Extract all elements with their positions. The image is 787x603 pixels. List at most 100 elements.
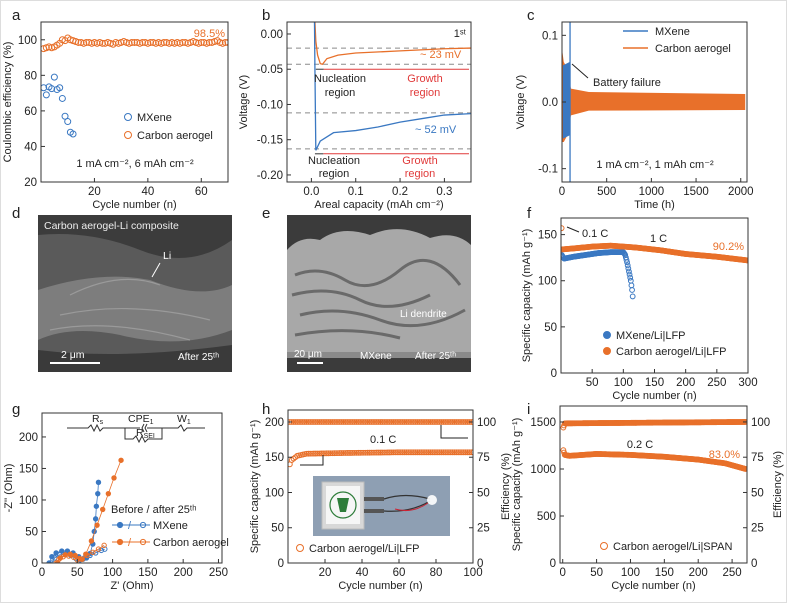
data-point — [370, 449, 377, 456]
data-point — [399, 449, 406, 456]
data-point — [316, 450, 323, 457]
data-point — [327, 419, 334, 425]
data-point — [56, 556, 62, 562]
y-right-tick-label: 100 — [477, 417, 496, 429]
data-point — [327, 450, 334, 457]
data-point — [383, 449, 389, 456]
data-point — [66, 553, 72, 559]
data-point — [362, 419, 369, 425]
annotation: 1ˢᵗ — [454, 28, 467, 40]
data-point — [392, 419, 399, 425]
axes-frame — [286, 21, 472, 183]
data-point — [102, 546, 108, 552]
data-point — [325, 419, 332, 425]
data-point — [362, 449, 369, 456]
data-point — [628, 282, 635, 289]
data-point — [366, 419, 373, 425]
x-axis-label: Cycle number (n) — [92, 199, 176, 211]
y-tick-label: -0.15 — [257, 135, 283, 147]
data-point — [447, 419, 454, 425]
y-axis-label: Specific capacity (mAh g⁻¹) — [521, 229, 533, 363]
data-point — [349, 419, 356, 425]
data-point — [360, 449, 367, 456]
data-point — [366, 449, 373, 456]
data-point — [305, 419, 312, 425]
data-point — [364, 449, 371, 456]
data-point — [401, 449, 408, 456]
data-point — [470, 449, 473, 456]
data-point — [626, 268, 632, 275]
y-right-tick-label: 100 — [751, 417, 770, 429]
circuit-labels: Rs CPE1 W1 RSEI — [92, 413, 191, 440]
panel-letter-a: a — [12, 7, 21, 24]
data-point — [372, 449, 378, 456]
data-point — [353, 449, 360, 456]
axes-frame — [287, 409, 474, 564]
y-tick-label: -0.10 — [257, 99, 283, 111]
data-point — [459, 449, 465, 456]
data-point — [309, 419, 315, 425]
data-point — [82, 38, 90, 46]
data-point — [88, 538, 95, 544]
data-point — [48, 85, 56, 93]
data-point — [311, 450, 317, 457]
data-point — [449, 419, 456, 425]
data-point — [60, 553, 66, 560]
x-tick-label: 100 — [103, 567, 122, 579]
data-point — [322, 419, 328, 425]
data-point — [416, 419, 423, 425]
x-tick-label: 50 — [71, 567, 84, 579]
data-point — [360, 419, 367, 425]
y-right-tick-label: 50 — [751, 487, 764, 499]
failure-arrow — [571, 63, 589, 79]
annotation: 1 C — [650, 233, 667, 245]
data-point — [434, 449, 441, 456]
data-point — [307, 450, 314, 457]
data-point — [407, 419, 414, 425]
data-point — [414, 419, 421, 425]
data-point — [444, 449, 451, 456]
plot-area-f — [561, 225, 748, 300]
data-point — [58, 94, 66, 102]
data-point — [84, 552, 90, 559]
panel-letter-b: b — [262, 7, 270, 24]
sem-d-title: Carbon aerogel-Li composite — [44, 220, 179, 232]
data-point — [342, 419, 349, 425]
data-point — [624, 262, 631, 269]
plot-area-g — [46, 457, 124, 563]
data-point — [457, 449, 463, 456]
data-point — [322, 450, 328, 457]
data-point — [346, 450, 352, 456]
data-point — [410, 419, 417, 425]
x-tick-label: 40 — [141, 186, 154, 198]
data-point — [100, 506, 106, 513]
data-point — [312, 419, 319, 425]
legend-label: MXene/Li|LFP — [616, 330, 686, 342]
data-point — [372, 419, 378, 425]
data-point — [224, 38, 228, 46]
data-point — [423, 419, 430, 425]
data-point — [111, 475, 117, 481]
data-point — [95, 479, 102, 486]
data-point — [56, 84, 64, 92]
data-point — [296, 419, 303, 425]
y-axis-right-label: Efficiency (%) — [772, 451, 784, 518]
y-right-tick-label: 0 — [477, 558, 483, 570]
data-point — [624, 259, 630, 266]
x-tick-label: 150 — [655, 567, 674, 579]
data-point — [338, 419, 345, 425]
x-tick-label: 100 — [463, 567, 482, 579]
data-point — [405, 419, 412, 425]
data-point — [453, 419, 460, 425]
data-point — [433, 419, 439, 425]
x-tick-label: 0 — [559, 186, 565, 198]
data-point — [305, 450, 312, 457]
data-point — [357, 449, 364, 456]
data-point — [425, 419, 432, 425]
data-point — [364, 419, 371, 425]
data-point — [90, 549, 96, 555]
data-point — [359, 419, 365, 425]
data-point — [333, 419, 340, 425]
